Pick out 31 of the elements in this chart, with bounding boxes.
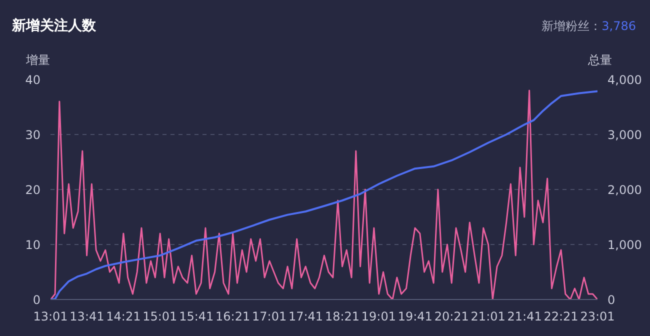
- y-axis-title: 增量: [26, 52, 50, 69]
- chart-title: 新增关注人数: [12, 16, 96, 36]
- y2-tick-label: 3,000: [608, 128, 642, 142]
- x-tick-label: 13:01: [33, 310, 68, 324]
- x-tick-label: 20:21: [434, 310, 469, 324]
- x-tick-label: 15:01: [142, 310, 178, 324]
- x-tick-label: 17:01: [252, 310, 287, 324]
- x-tick-label: 14:21: [106, 310, 141, 324]
- y-tick-label: 30: [25, 128, 41, 142]
- y-tick-label: 20: [25, 183, 41, 197]
- text: 3,786: [602, 19, 636, 33]
- x-tick-label: 18:21: [324, 310, 360, 324]
- x-tick-label: 19:01: [361, 310, 396, 324]
- x-tick-label: 21:41: [507, 310, 542, 324]
- y-tick-label: 40: [25, 73, 41, 87]
- y2-axis-title: 总量: [588, 52, 612, 69]
- x-tick-label: 23:01: [580, 310, 615, 324]
- x-tick-label: 22:21: [544, 310, 578, 324]
- x-tick-label: 15:41: [179, 310, 214, 324]
- x-tick-label: 17:41: [288, 310, 324, 324]
- y2-tick-label: 0: [608, 293, 616, 307]
- x-tick-label: 16:21: [216, 310, 250, 324]
- x-tick-label: 13:41: [70, 310, 104, 324]
- y2-tick-label: 2,000: [608, 183, 642, 197]
- y-tick-label: 10: [25, 238, 41, 252]
- y2-tick-label: 4,000: [608, 73, 642, 87]
- text: 新增粉丝：: [542, 19, 602, 33]
- y-tick-label: 0: [32, 293, 41, 307]
- y2-tick-label: 1,000: [608, 238, 642, 252]
- x-tick-label: 19:41: [398, 310, 432, 324]
- x-tick-label: 21:01: [470, 310, 506, 324]
